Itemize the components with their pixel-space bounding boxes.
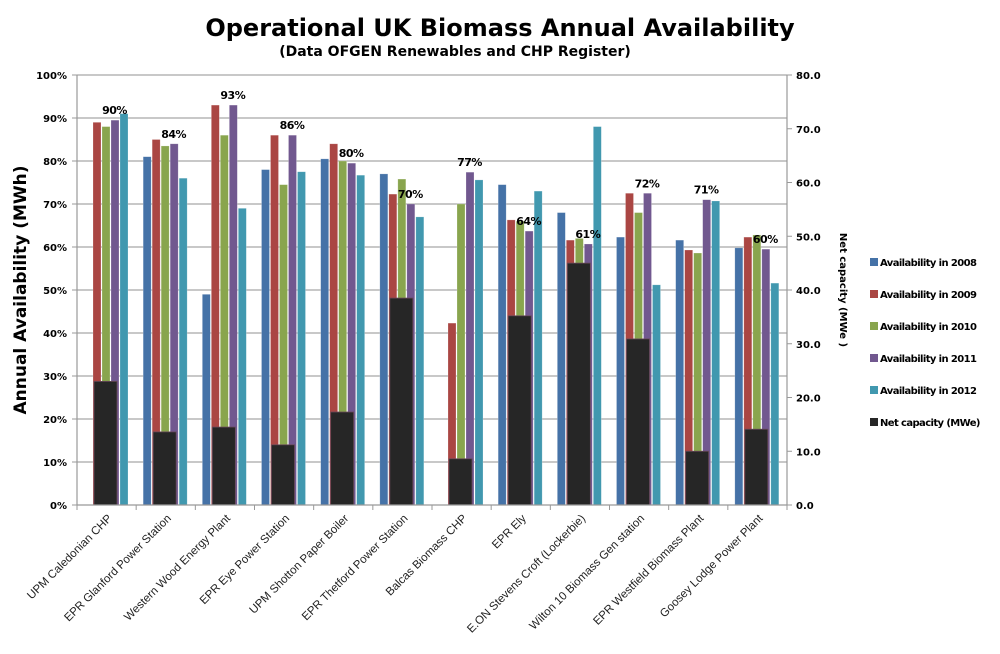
bar-availability-in-2012: [474, 179, 484, 506]
y2-axis-title: Net capacity (MWe ): [837, 233, 848, 347]
y-tick-label: 80%: [43, 157, 67, 168]
bars: [92, 104, 780, 506]
y2-tick-label: 50.0: [796, 232, 821, 243]
category-label: Wilton 10 Biomass Gen station: [528, 513, 648, 633]
bar-availability-in-2012: [238, 208, 247, 506]
gridlines: [77, 74, 787, 463]
legend-swatch: [870, 258, 878, 266]
bar-net-capacity: [93, 380, 118, 506]
y-axis-title: Annual Availability (MWh): [11, 166, 31, 415]
category-label: UPM Shotton Paper Boiler: [248, 513, 352, 617]
bar-net-capacity: [507, 315, 532, 506]
bar-availability-in-2012: [178, 177, 188, 506]
data-label: 61%: [575, 228, 600, 241]
y-tick-label: 90%: [43, 114, 67, 125]
chart-subtitle: (Data OFGEN Renewables and CHP Register): [279, 44, 631, 60]
legend-label: Availability in 2011: [880, 354, 977, 365]
category-label: E.ON Stevens Croft (Lockerbie): [465, 513, 588, 636]
y2-tick-label: 10.0: [796, 447, 821, 458]
y2-tick-label: 0.0: [796, 501, 814, 512]
category-label: EPR Westfield Biomass Plant: [591, 512, 707, 628]
bar-net-capacity: [271, 444, 295, 506]
data-label: 72%: [635, 177, 660, 190]
data-label: 93%: [220, 89, 245, 102]
legend-swatch: [870, 322, 878, 330]
data-label: 60%: [753, 233, 778, 246]
y2-tick-label: 70.0: [796, 125, 821, 136]
bar-availability-in-2012: [593, 126, 602, 506]
axes: 0% 10% 20% 30% 40% 50% 60% 70% 80% 90% 100% 0.0 10.0…: [36, 71, 821, 512]
bar-availability-in-2008: [557, 212, 566, 506]
bar-availability-in-2008: [202, 293, 211, 506]
bar-availability-in-2012: [356, 174, 365, 506]
legend-swatch: [870, 290, 878, 298]
legend-swatch: [870, 386, 878, 394]
y-tick-label: 20%: [43, 415, 67, 426]
bar-availability-in-2012: [415, 216, 425, 506]
y2-tick-label: 60.0: [796, 179, 821, 190]
data-label: 77%: [457, 156, 482, 169]
bar-net-capacity: [566, 262, 591, 506]
y-tick-label: 30%: [43, 372, 67, 383]
bar-availability-in-2012: [533, 190, 543, 506]
bar-availability-in-2012: [652, 284, 661, 506]
category-label: EPR Ely: [490, 512, 529, 551]
category-label: EPR Thetford Power Station: [300, 513, 410, 623]
data-labels: 90% 84% 93% 86% 80% 70% 77% 64% 61% 72% 71% 60%: [102, 89, 779, 246]
bar-availability-in-2012: [297, 171, 306, 506]
bar-availability-in-2008: [616, 236, 625, 506]
data-label: 84%: [161, 128, 186, 141]
data-label: 71%: [694, 184, 719, 197]
bar-net-capacity: [626, 338, 650, 506]
bar-net-capacity: [330, 411, 355, 506]
data-label: 70%: [398, 188, 423, 201]
data-label: 64%: [516, 215, 541, 228]
y2-tick-label: 20.0: [796, 394, 821, 405]
bar-availability-in-2008: [142, 156, 152, 506]
y-tick-label: 100%: [36, 71, 67, 82]
bar-availability-in-2008: [675, 239, 684, 506]
bar-availability-in-2012: [711, 200, 720, 506]
legend-label: Availability in 2012: [880, 386, 977, 397]
y-tick-label: 0%: [50, 501, 67, 512]
category-label: Goosey Lodge Power Plant: [658, 512, 766, 620]
legend-label: Availability in 2008: [880, 258, 977, 269]
bar-availability-in-2012: [770, 282, 780, 506]
legend-swatch: [870, 418, 878, 426]
bar-net-capacity: [448, 458, 473, 506]
legend: Availability in 2008 Availability in 2009…: [870, 258, 981, 429]
y-tick-label: 50%: [43, 286, 67, 297]
bar-net-capacity: [685, 450, 710, 506]
bar-net-capacity: [211, 426, 236, 506]
bar-availability-in-2008: [261, 169, 270, 506]
category-label: EPR Glanford Power Station: [62, 513, 174, 625]
legend-swatch: [870, 354, 878, 362]
y-tick-label: 10%: [43, 458, 67, 469]
data-label: 80%: [339, 147, 364, 160]
legend-label: Net capacity (MWe): [880, 418, 980, 429]
bar-net-capacity: [744, 428, 769, 506]
y-tick-label: 40%: [43, 329, 67, 340]
data-label: 90%: [102, 104, 127, 117]
bar-net-capacity: [152, 431, 177, 506]
bar-availability-in-2008: [497, 184, 507, 506]
data-label: 86%: [280, 119, 305, 132]
bar-availability-in-2008: [734, 247, 744, 506]
bar-availability-in-2008: [379, 173, 389, 506]
y-tick-label: 70%: [43, 200, 67, 211]
bar-availability-in-2008: [320, 158, 329, 506]
y2-tick-label: 40.0: [796, 286, 821, 297]
y-tick-label: 60%: [43, 243, 67, 254]
chart-title: Operational UK Biomass Annual Availabili…: [205, 14, 795, 42]
bar-net-capacity: [389, 297, 414, 506]
bar-availability-in-2011: [465, 171, 475, 506]
y2-tick-label: 80.0: [796, 71, 821, 82]
y2-tick-label: 30.0: [796, 340, 821, 351]
legend-label: Availability in 2009: [880, 290, 977, 301]
legend-label: Availability in 2010: [880, 322, 977, 333]
category-label: Western Wood Energy Plant: [122, 512, 233, 623]
bar-availability-in-2012: [119, 113, 129, 506]
